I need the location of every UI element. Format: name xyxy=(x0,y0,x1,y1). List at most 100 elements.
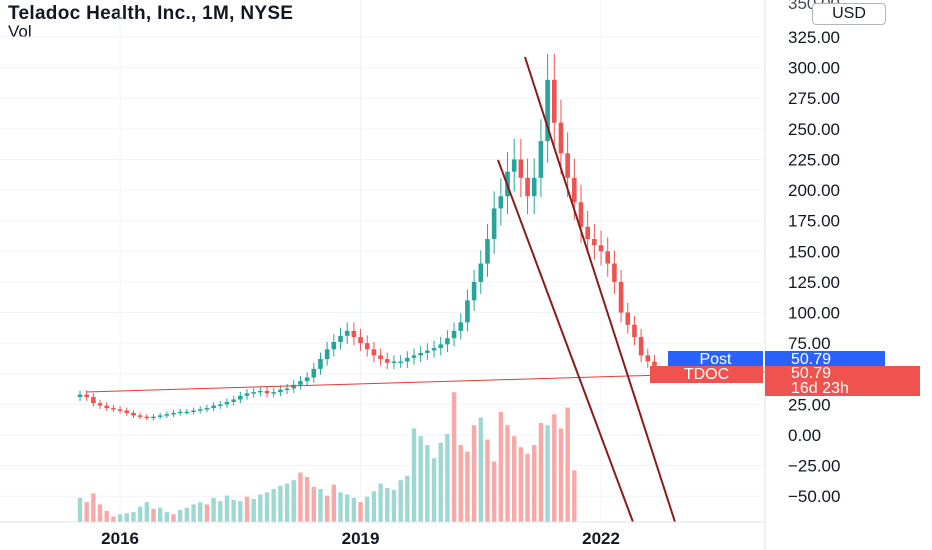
candle-body xyxy=(191,410,196,413)
candle-body xyxy=(531,177,537,197)
volume-bar xyxy=(538,423,544,522)
volume-bar xyxy=(431,458,437,522)
candle-body xyxy=(271,392,277,394)
candle-body xyxy=(217,404,223,406)
candle-body xyxy=(144,416,150,419)
candle-body xyxy=(97,403,103,406)
volume-bar xyxy=(218,501,223,522)
volume-bar xyxy=(151,508,156,522)
volume-bar xyxy=(385,487,390,522)
candle-body xyxy=(91,397,96,404)
volume-bar xyxy=(338,492,343,522)
volume-bar xyxy=(104,511,109,522)
volume-bar xyxy=(351,497,357,522)
candle-body xyxy=(525,177,530,197)
volume-bar xyxy=(251,498,256,522)
price-tick-label: 300.00 xyxy=(788,59,840,78)
candle-body xyxy=(358,337,363,344)
candle-body xyxy=(291,384,297,389)
time-axis[interactable]: 2016 2019 2022 xyxy=(101,529,620,548)
volume-bar xyxy=(572,470,577,522)
candle-body xyxy=(618,281,624,313)
currency-selector[interactable]: USD xyxy=(812,3,886,25)
candle-body xyxy=(211,405,216,409)
volume-bar xyxy=(465,451,470,522)
candle-body xyxy=(425,350,430,353)
candle-body xyxy=(431,348,437,351)
volume-bar xyxy=(558,428,564,522)
bar-countdown: 16d 23h xyxy=(791,380,849,397)
candle-body xyxy=(471,281,477,301)
time-tick-label: 2016 xyxy=(101,529,139,548)
chart-title: Teladoc Health, Inc., 1M, NYSE xyxy=(8,3,294,24)
volume-bar xyxy=(451,392,457,522)
volume-bar xyxy=(244,496,250,522)
volume-bar xyxy=(324,495,330,522)
volume-bar xyxy=(345,494,350,522)
volume-bar xyxy=(418,436,423,522)
volume-bar xyxy=(137,506,143,522)
volume-bar xyxy=(298,472,303,522)
volume-bar xyxy=(77,497,83,522)
volume-bar xyxy=(358,502,363,522)
candle-body xyxy=(124,410,130,413)
volume-bar xyxy=(518,447,524,522)
candle-body xyxy=(632,324,637,338)
post-market-value: 50.79 xyxy=(765,351,885,368)
candle-body xyxy=(251,392,256,394)
volume-bar xyxy=(284,483,290,522)
price-tick-label: 125.00 xyxy=(788,273,840,292)
candle-body xyxy=(84,394,89,398)
volume-bar xyxy=(505,425,510,522)
price-tick-label: 250.00 xyxy=(788,120,840,139)
volume-bar xyxy=(144,502,149,522)
volume-bar xyxy=(191,504,196,522)
price-tick-label: 200.00 xyxy=(788,181,840,200)
candle-body xyxy=(131,412,136,416)
price-tick-label: 0.00 xyxy=(788,426,821,445)
last-price-value: 50.79 xyxy=(791,365,832,382)
candle-body xyxy=(298,381,303,385)
candle-body xyxy=(551,79,557,123)
volume-bar xyxy=(117,514,123,522)
candle-body xyxy=(451,330,457,339)
volume-bar xyxy=(512,436,517,522)
volume-bar xyxy=(545,425,550,522)
candle-body xyxy=(405,357,410,362)
candle-body xyxy=(351,330,357,338)
price-tick-label: 175.00 xyxy=(788,212,840,231)
candle-body xyxy=(545,79,550,142)
volume-bar xyxy=(204,504,210,522)
candle-body xyxy=(518,159,524,178)
candle-body xyxy=(111,408,116,410)
candle-body xyxy=(478,263,484,282)
candle-body xyxy=(465,300,470,323)
channel-lower-line[interactable] xyxy=(497,159,634,523)
price-tick-label: −50.00 xyxy=(788,487,840,506)
channel-upper-line[interactable] xyxy=(524,56,676,523)
volume-label: Vol xyxy=(8,22,32,41)
candle-body xyxy=(558,122,564,154)
candle-body xyxy=(598,245,604,252)
candle-body xyxy=(491,208,497,240)
volume-bar xyxy=(304,476,310,522)
volume-bar xyxy=(198,502,203,522)
time-tick-label: 2022 xyxy=(582,529,620,548)
candle-body xyxy=(224,401,230,405)
volume-bar xyxy=(445,434,450,522)
volume-bar xyxy=(371,491,377,522)
price-tick-label: 100.00 xyxy=(788,304,840,323)
volume-bar xyxy=(278,485,283,522)
candle-body xyxy=(344,330,350,336)
price-axis[interactable]: 350.00 325.00300.00275.00250.00225.00200… xyxy=(788,0,840,506)
volume-bar xyxy=(84,502,89,522)
volume-bar xyxy=(398,480,403,522)
volume-bar xyxy=(391,490,397,522)
price-tick-label: 25.00 xyxy=(788,395,831,414)
volume-bar xyxy=(291,480,296,522)
candle-body xyxy=(258,390,263,393)
volume-bar xyxy=(271,489,276,522)
candle-body xyxy=(318,359,323,369)
volume-bar xyxy=(164,512,170,522)
